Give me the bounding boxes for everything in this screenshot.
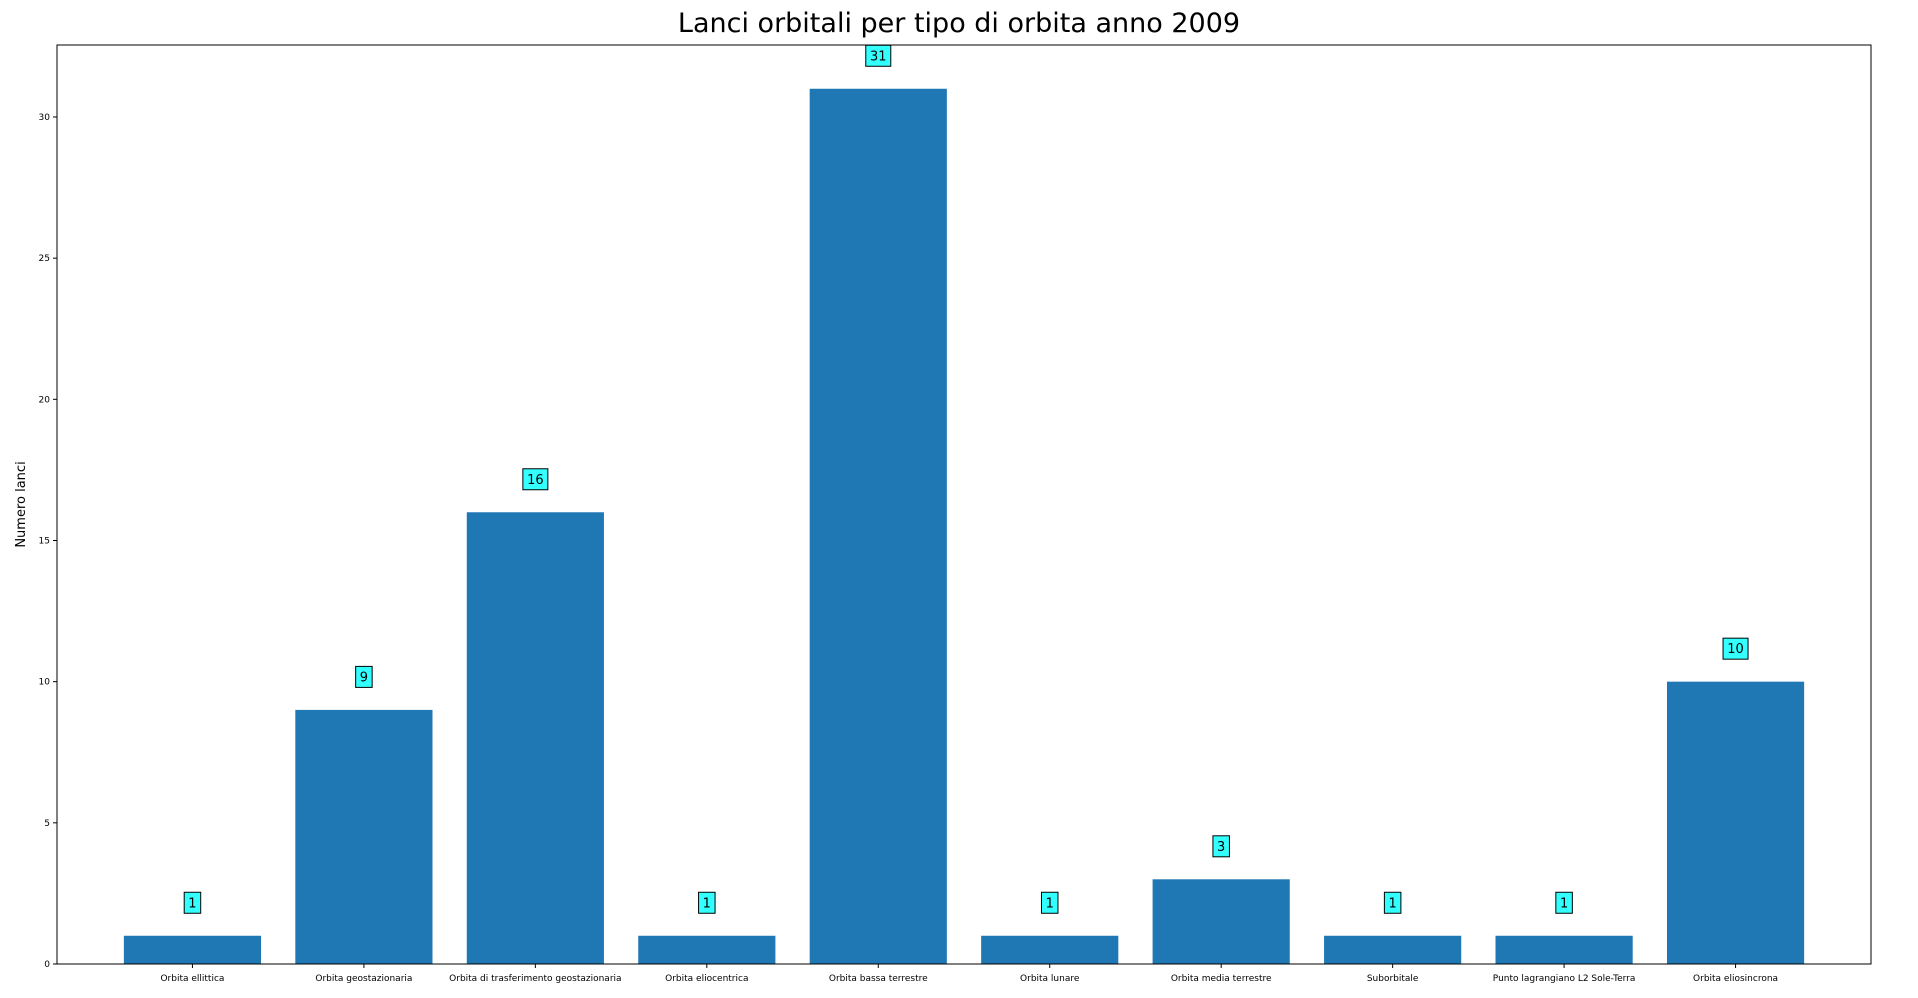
- y-tick-label-5: 25: [39, 254, 50, 264]
- value-label-5: 1: [1046, 896, 1054, 911]
- x-tick-label-5: Orbita lunare: [1020, 974, 1080, 984]
- value-label-8: 1: [1560, 896, 1568, 911]
- value-label-box-9: [1722, 637, 1749, 660]
- bar-1: [295, 709, 433, 964]
- bar-9: [1666, 681, 1805, 964]
- y-tick-label-3: 15: [39, 536, 50, 546]
- x-tick-label-4: Orbita bassa terrestre: [829, 974, 928, 984]
- bar-4: [809, 88, 947, 964]
- bar-3: [638, 935, 776, 964]
- value-label-4: 31: [870, 49, 887, 64]
- bar-5: [981, 935, 1119, 964]
- axes-layer: Orbita ellittica Orbita geostazionaria Orb…: [39, 44, 1872, 984]
- bar-2: [466, 512, 604, 964]
- y-tick-label-1: 5: [44, 819, 50, 829]
- value-label-7: 1: [1388, 896, 1396, 911]
- value-label-box-2: [522, 468, 549, 491]
- x-tick-label-6: Orbita media terrestre: [1171, 974, 1272, 984]
- bar-7: [1324, 935, 1462, 964]
- y-tick-label-2: 10: [39, 678, 51, 688]
- bars-layer: [123, 88, 1805, 964]
- x-tick-label-0: Orbita ellittica: [160, 974, 224, 984]
- value-label-box-3: [698, 891, 716, 914]
- x-tick-label-1: Orbita geostazionaria: [315, 974, 412, 984]
- value-label-box-8: [1555, 891, 1573, 914]
- value-label-9: 10: [1727, 642, 1744, 657]
- plot-frame: [56, 44, 1872, 965]
- x-tick-label-9: Orbita eliosincrona: [1693, 974, 1778, 984]
- y-tick-label-4: 20: [39, 395, 51, 405]
- value-label-0: 1: [188, 896, 196, 911]
- value-label-box-1: [355, 665, 373, 688]
- value-label-box-0: [183, 891, 202, 914]
- value-label-3: 1: [703, 896, 711, 911]
- x-tick-label-7: Suborbitale: [1367, 974, 1419, 984]
- value-label-2: 16: [527, 473, 544, 488]
- y-tick-label-6: 30: [39, 113, 51, 123]
- x-tick-label-2: Orbita di trasferimento geostazionaria: [449, 974, 621, 984]
- value-label-box-5: [1040, 891, 1059, 914]
- x-tick-label-8: Punto lagrangiano L2 Sole-Terra: [1493, 974, 1636, 984]
- y-tick-label-0: 0: [44, 960, 50, 970]
- value-label-box-6: [1212, 835, 1230, 858]
- bar-6: [1152, 879, 1290, 964]
- x-tick-label-3: Orbita eliocentrica: [665, 974, 748, 984]
- value-label-1: 9: [360, 670, 368, 685]
- y-axis-label: Numero lanci: [14, 461, 29, 547]
- bar-8: [1495, 935, 1633, 964]
- value-label-box-7: [1383, 891, 1402, 914]
- bar-0: [123, 935, 262, 964]
- value-label-6: 3: [1217, 840, 1225, 855]
- chart-title: Lanci orbitali per tipo di orbita anno 2…: [677, 8, 1241, 39]
